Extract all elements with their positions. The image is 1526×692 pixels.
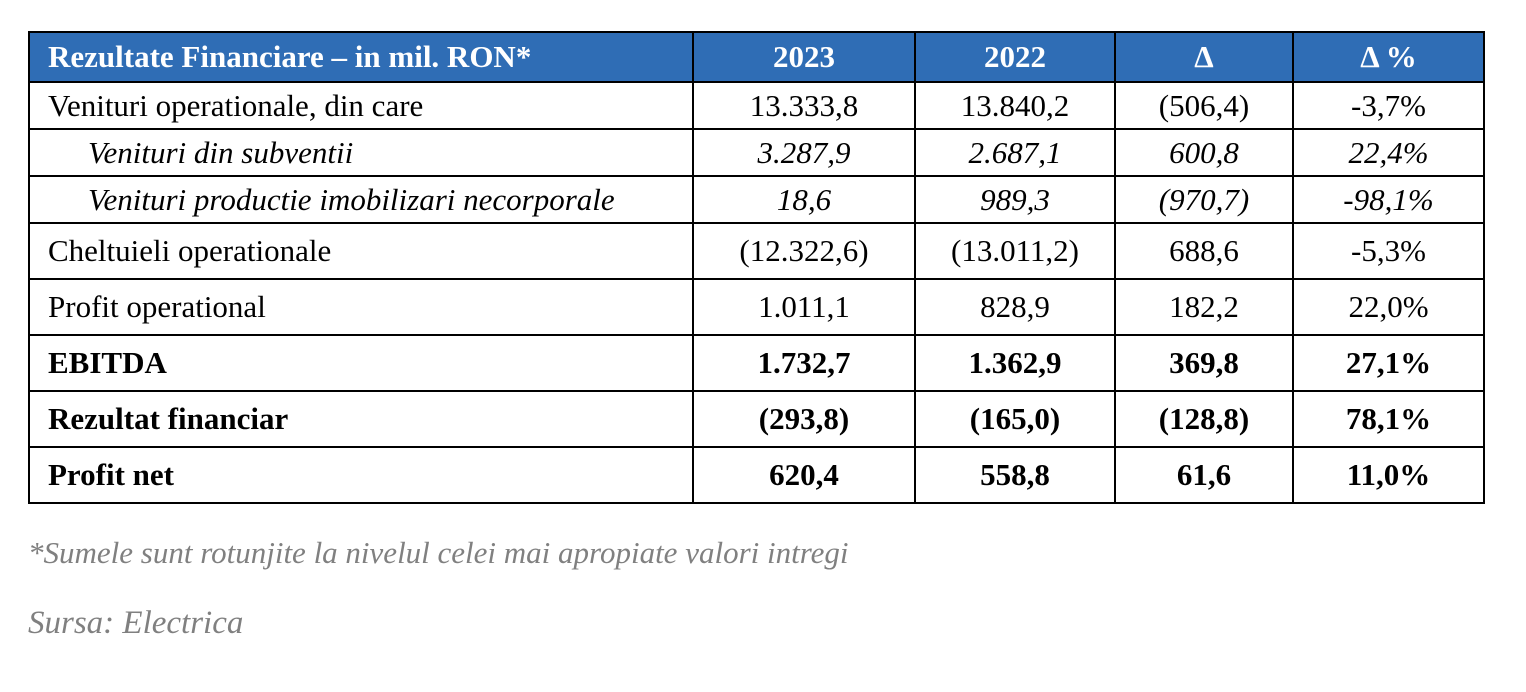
header-title: Rezultate Financiare – in mil. RON*: [28, 31, 694, 83]
cell-2022: 989,3: [914, 175, 1116, 224]
rounding-footnote: *Sumele sunt rotunjite la nivelul celei …: [28, 535, 849, 570]
cell-delta-percent: 78,1%: [1292, 390, 1485, 448]
table-row: Cheltuieli operationale (12.322,6) (13.0…: [28, 222, 1485, 280]
cell-2023: 620,4: [692, 446, 916, 504]
row-label: Profit net: [28, 446, 694, 504]
header-2022: 2022: [914, 31, 1116, 83]
cell-delta: (970,7): [1114, 175, 1294, 224]
header-delta: Δ: [1114, 31, 1294, 83]
cell-2023: 13.333,8: [692, 81, 916, 130]
header-delta-percent: Δ %: [1292, 31, 1485, 83]
cell-delta: (128,8): [1114, 390, 1294, 448]
cell-delta-percent: 11,0%: [1292, 446, 1485, 504]
financial-results-table: Rezultate Financiare – in mil. RON* 2023…: [28, 31, 1485, 504]
table-row: Rezultat financiar (293,8) (165,0) (128,…: [28, 390, 1485, 448]
row-label: Cheltuieli operationale: [28, 222, 694, 280]
cell-2022: (165,0): [914, 390, 1116, 448]
cell-2023: (12.322,6): [692, 222, 916, 280]
cell-delta: 600,8: [1114, 128, 1294, 177]
row-label: Venituri productie imobilizari necorpora…: [28, 175, 694, 224]
cell-delta: (506,4): [1114, 81, 1294, 130]
cell-delta: 688,6: [1114, 222, 1294, 280]
row-label: EBITDA: [28, 334, 694, 392]
table-row: Profit operational 1.011,1 828,9 182,2 2…: [28, 278, 1485, 336]
cell-2022: (13.011,2): [914, 222, 1116, 280]
cell-delta: 369,8: [1114, 334, 1294, 392]
table-row: Venituri din subventii 3.287,9 2.687,1 6…: [28, 128, 1485, 177]
cell-2022: 1.362,9: [914, 334, 1116, 392]
cell-delta-percent: 27,1%: [1292, 334, 1485, 392]
cell-2022: 558,8: [914, 446, 1116, 504]
row-label: Profit operational: [28, 278, 694, 336]
header-2023: 2023: [692, 31, 916, 83]
cell-delta-percent: -98,1%: [1292, 175, 1485, 224]
table-row: Venituri operationale, din care 13.333,8…: [28, 81, 1485, 130]
cell-2022: 828,9: [914, 278, 1116, 336]
table-row: Venituri productie imobilizari necorpora…: [28, 175, 1485, 224]
cell-delta: 182,2: [1114, 278, 1294, 336]
cell-2022: 2.687,1: [914, 128, 1116, 177]
cell-delta: 61,6: [1114, 446, 1294, 504]
cell-delta-percent: -5,3%: [1292, 222, 1485, 280]
row-label: Rezultat financiar: [28, 390, 694, 448]
row-label: Venituri din subventii: [28, 128, 694, 177]
cell-delta-percent: 22,4%: [1292, 128, 1485, 177]
table-row: Profit net 620,4 558,8 61,6 11,0%: [28, 446, 1485, 504]
cell-delta-percent: 22,0%: [1292, 278, 1485, 336]
cell-2023: 18,6: [692, 175, 916, 224]
cell-2023: 1.732,7: [692, 334, 916, 392]
row-label: Venituri operationale, din care: [28, 81, 694, 130]
cell-2022: 13.840,2: [914, 81, 1116, 130]
cell-delta-percent: -3,7%: [1292, 81, 1485, 130]
cell-2023: (293,8): [692, 390, 916, 448]
table-header-row: Rezultate Financiare – in mil. RON* 2023…: [28, 31, 1485, 83]
cell-2023: 1.011,1: [692, 278, 916, 336]
source-note: Sursa: Electrica: [28, 605, 244, 641]
table-row: EBITDA 1.732,7 1.362,9 369,8 27,1%: [28, 334, 1485, 392]
cell-2023: 3.287,9: [692, 128, 916, 177]
